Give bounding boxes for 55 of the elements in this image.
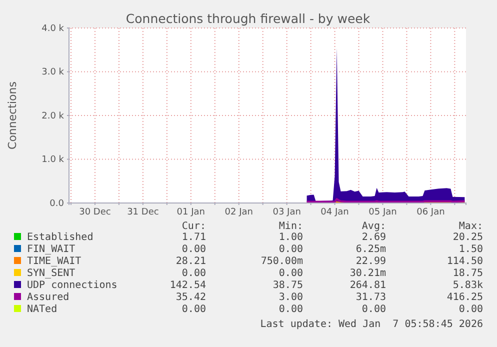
x-tick-label: 31 Dec (127, 207, 159, 218)
text: 20.25 (452, 232, 483, 243)
text: Avg: (362, 221, 386, 232)
y-tick-label: 1.0 k (42, 155, 65, 166)
text: 18.75 (452, 268, 483, 279)
text: 0.00 (278, 304, 303, 315)
text: Cur: (182, 221, 206, 232)
text: 142.54 (170, 280, 206, 291)
text: 6.25m (356, 244, 386, 255)
text: Max: (458, 221, 483, 232)
y-tick-label: 0.0 (50, 198, 64, 209)
x-tick-label: 02 Jan (224, 207, 253, 218)
legend-label: SYN_SENT (27, 268, 76, 279)
x-tick-label: 30 Dec (79, 207, 111, 218)
text: 28.21 (176, 256, 206, 267)
text: 0.00 (362, 304, 386, 315)
text: 1.00 (278, 232, 303, 243)
text: 750.00m (260, 256, 303, 267)
text: 416.25 (446, 292, 483, 303)
text: 22.99 (356, 256, 386, 267)
text: 264.81 (350, 280, 386, 291)
legend-label: NATed (27, 304, 58, 315)
y-tick-label: 4.0 k (42, 24, 65, 34)
x-tick-label: 01 Jan (176, 207, 205, 218)
text: 1.50 (458, 244, 483, 255)
legend-label: UDP connections (27, 280, 118, 291)
x-tick-label: 03 Jan (272, 207, 301, 218)
legend-label: TIME_WAIT (27, 256, 82, 267)
x-tick-label: 05 Jan (368, 207, 397, 218)
text: 5.83k (452, 280, 483, 291)
x-tick-label: 06 Jan (416, 207, 445, 218)
legend-label: FIN_WAIT (27, 244, 76, 255)
text: 31.73 (356, 292, 386, 303)
text: 2.69 (362, 232, 386, 243)
y-axis-title: Connections (6, 81, 19, 150)
x-tick-label: 04 Jan (320, 207, 349, 218)
y-tick-label: 3.0 k (42, 68, 65, 78)
legend-label: Assured (27, 292, 70, 303)
text: 114.50 (446, 256, 483, 267)
text: 1.71 (182, 232, 206, 243)
text: 30.21m (350, 268, 386, 279)
text: 0.00 (182, 244, 206, 255)
text: 35.42 (176, 292, 206, 303)
text: 0.00 (458, 304, 483, 315)
text: 0.00 (278, 244, 303, 255)
text: 3.00 (278, 292, 303, 303)
chart-title: Connections through firewall - by week (126, 11, 371, 26)
text: 0.00 (182, 304, 206, 315)
text: 0.00 (278, 268, 303, 279)
text: Last update: Wed Jan 7 05:58:45 2026 (260, 319, 483, 330)
legend-label: Established (27, 232, 94, 243)
text: 38.75 (272, 280, 303, 291)
text: 0.00 (182, 268, 206, 279)
text: Min: (278, 221, 303, 232)
y-tick-label: 2.0 k (42, 111, 65, 122)
